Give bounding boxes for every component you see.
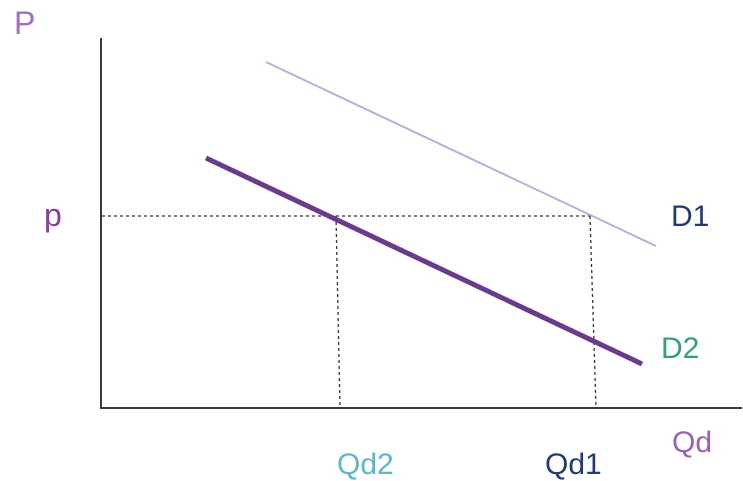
demand-curve-d2 (204, 155, 644, 367)
demand-curve-d1 (265, 61, 657, 247)
qd1-label: Qd1 (545, 448, 602, 481)
price-label: p (44, 197, 62, 233)
x-axis-label: Qd (672, 426, 712, 459)
qd2-guide-line (335, 215, 341, 409)
qd2-label: Qd2 (337, 448, 394, 481)
d2-label: D2 (661, 332, 699, 365)
d1-label: D1 (671, 200, 709, 233)
y-axis-label: P (14, 5, 35, 41)
qd1-guide-line (589, 215, 597, 409)
